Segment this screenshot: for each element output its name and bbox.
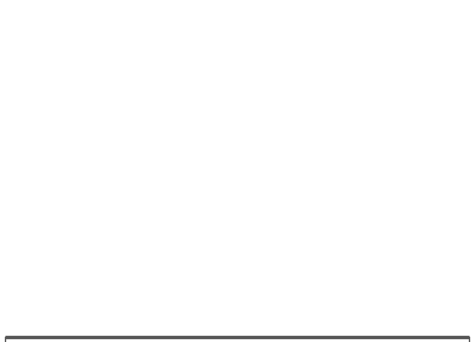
Bar (5, 337, 469, 342)
